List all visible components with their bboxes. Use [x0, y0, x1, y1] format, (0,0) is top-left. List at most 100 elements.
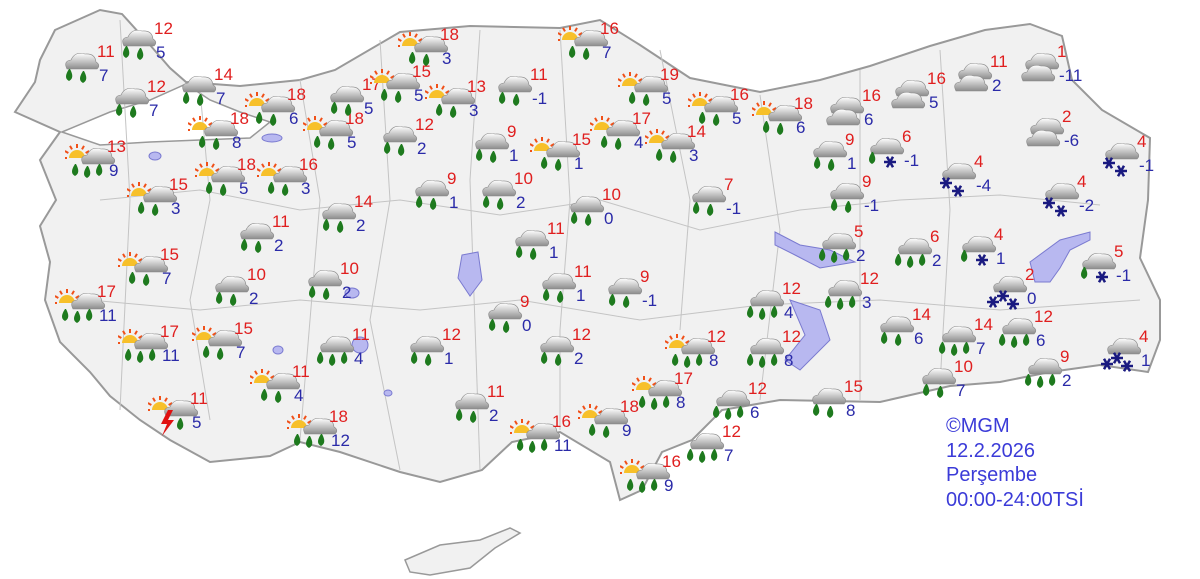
- min-temp: 6: [914, 329, 924, 348]
- forecast-period: 00:00-24:00TSİ: [946, 488, 1084, 511]
- weather-station: 14 2: [312, 193, 382, 243]
- rain-icon: [488, 302, 523, 333]
- weather-station: 17 11: [55, 282, 125, 333]
- min-temp: 2: [489, 406, 499, 425]
- weather-station: 9 -1: [598, 268, 668, 318]
- max-temp: 15: [169, 175, 188, 194]
- sun-rain-icon: [688, 92, 739, 126]
- max-temp: 5: [1114, 242, 1124, 261]
- weather-station: 11 1: [505, 219, 575, 270]
- weather-station: 14 7: [932, 315, 1002, 366]
- max-temp: 9: [862, 172, 872, 191]
- max-temp: 18: [794, 94, 813, 113]
- weather-station: 12 8: [665, 328, 735, 378]
- sun-rain-icon: [752, 101, 803, 135]
- rain-icon: [608, 277, 643, 308]
- max-temp: 12: [860, 269, 879, 288]
- min-temp: 8: [676, 393, 686, 412]
- max-temp: 4: [1077, 172, 1087, 191]
- max-temp: 13: [467, 77, 486, 96]
- max-temp: 4: [1139, 327, 1149, 346]
- max-temp: 14: [974, 315, 993, 334]
- min-temp: 1: [574, 154, 584, 173]
- weather-station: 18 3: [398, 25, 468, 76]
- min-temp: 7: [99, 66, 109, 85]
- max-temp: 19: [660, 65, 679, 84]
- min-temp: 1: [1141, 351, 1151, 370]
- rain-icon: [475, 132, 510, 163]
- weather-station: 12 8: [740, 328, 810, 378]
- sun-thunder-icon: [148, 396, 199, 436]
- rain-icon: [330, 85, 365, 116]
- rain-icon: [498, 75, 533, 106]
- sun-rain-icon: [370, 69, 421, 103]
- rain-heavy-icon: [747, 289, 785, 320]
- min-temp: 3: [301, 179, 311, 198]
- max-temp: 16: [299, 155, 318, 174]
- weather-station: 11 2: [445, 383, 515, 433]
- max-temp: 11: [272, 212, 290, 231]
- min-temp: 6: [796, 118, 806, 137]
- max-temp: 10: [602, 185, 621, 204]
- max-temp: 18: [440, 25, 459, 44]
- min-temp: 9: [664, 476, 674, 495]
- max-temp: 11: [547, 219, 565, 238]
- min-temp: 5: [364, 99, 374, 118]
- max-temp: 9: [845, 130, 855, 149]
- max-temp: 7: [724, 175, 734, 194]
- weather-station: 12 1: [400, 326, 470, 376]
- cloudy-icon: [1026, 117, 1065, 147]
- max-temp: 16: [600, 19, 619, 38]
- rain-icon: [812, 387, 847, 418]
- min-temp: 6: [289, 109, 299, 128]
- snow-icon: [1103, 142, 1140, 177]
- cloudy-icon: [826, 96, 865, 126]
- min-temp: -6: [1064, 131, 1080, 150]
- max-temp: 18: [237, 155, 256, 174]
- sun-rain-icon: [558, 26, 609, 60]
- weather-station: 15 3: [127, 175, 197, 226]
- max-temp: 18: [620, 397, 639, 416]
- min-temp: 7: [162, 269, 172, 288]
- weather-station: 5 -1: [1072, 242, 1142, 293]
- weather-station: 11 2: [230, 212, 300, 263]
- weather-station: 14 3: [645, 123, 715, 173]
- min-temp: 2: [1062, 371, 1072, 390]
- max-temp: 12: [415, 115, 434, 134]
- max-temp: 17: [97, 282, 116, 301]
- weather-station: 15 8: [802, 378, 872, 428]
- min-temp: 8: [846, 401, 856, 420]
- rain-icon: [415, 179, 450, 210]
- rain-icon: [922, 367, 957, 398]
- weather-station: 10 2: [205, 266, 275, 316]
- min-temp: 9: [109, 161, 119, 180]
- sun-rain-heavy-icon: [287, 414, 338, 448]
- weather-station: 4 -1: [1095, 133, 1165, 183]
- weather-station: 16 7: [558, 19, 628, 70]
- sun-rain-icon: [530, 137, 581, 171]
- min-temp: -1: [726, 199, 742, 218]
- weather-station: 4 -4: [932, 153, 1002, 203]
- rain-heavy-icon: [999, 317, 1037, 348]
- min-temp: 3: [442, 49, 452, 68]
- sun-rain-icon: [118, 252, 169, 286]
- rain-heavy-icon: [687, 432, 725, 463]
- min-temp: 11: [99, 306, 117, 325]
- min-temp: 3: [689, 146, 699, 165]
- max-temp: 18: [329, 407, 348, 426]
- max-temp: 18: [230, 109, 249, 128]
- weather-station: 12 3: [818, 269, 888, 320]
- rain-icon: [383, 125, 418, 156]
- rain-heavy-icon: [939, 325, 977, 356]
- weather-station: 12 4: [740, 280, 810, 330]
- weather-station: 10 2: [298, 260, 368, 310]
- max-temp: 6: [930, 227, 940, 246]
- sun-rain-heavy-icon: [632, 376, 683, 410]
- sun-rain-heavy-icon: [65, 144, 116, 178]
- min-temp: -11: [1059, 66, 1083, 85]
- min-temp: 8: [232, 133, 242, 152]
- min-temp: 1: [444, 349, 454, 368]
